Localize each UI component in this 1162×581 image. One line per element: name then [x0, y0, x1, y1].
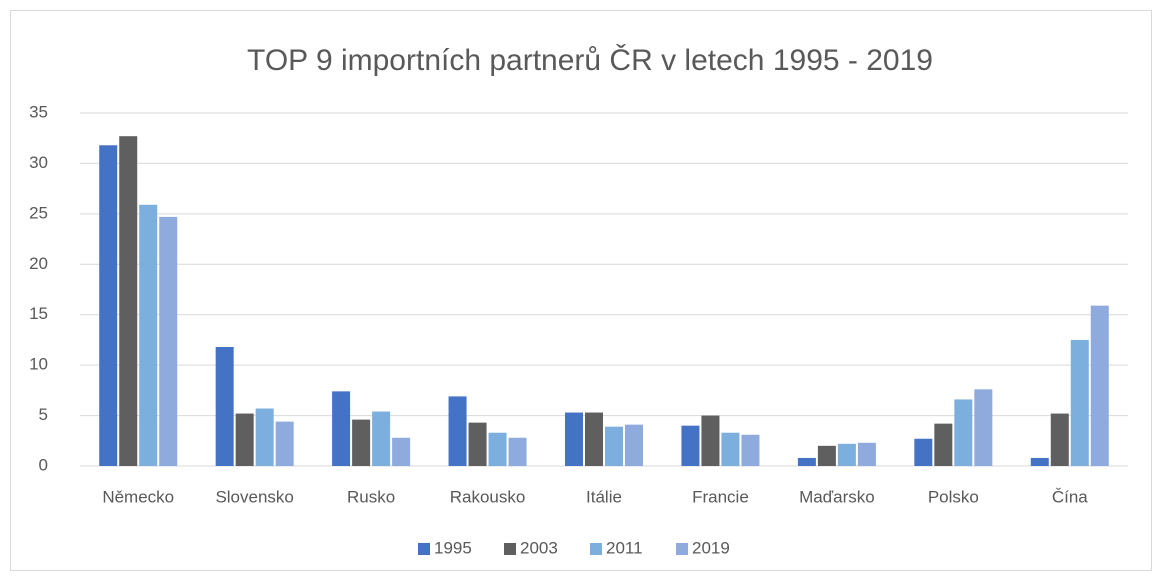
legend-swatch	[590, 543, 602, 555]
bar	[857, 442, 876, 466]
bar	[1090, 305, 1109, 466]
legend-swatch	[676, 543, 688, 555]
bar	[392, 437, 411, 466]
bar	[585, 412, 603, 466]
bar	[954, 399, 973, 466]
bar	[1030, 457, 1049, 466]
legend-label: 2019	[692, 538, 730, 557]
y-tick-label: 5	[39, 405, 48, 424]
y-tick-label: 35	[29, 102, 48, 121]
bar	[255, 408, 274, 466]
bar	[235, 413, 254, 466]
bar	[1050, 413, 1069, 466]
y-tick-label: 30	[29, 153, 48, 172]
bar	[488, 432, 507, 466]
x-tick-label: Německo	[102, 487, 174, 506]
bar	[701, 415, 720, 466]
y-tick-label: 0	[39, 455, 48, 474]
chart-border	[10, 10, 1152, 571]
bar	[352, 419, 371, 466]
bar	[625, 424, 643, 466]
bar	[99, 145, 118, 466]
legend-swatch	[418, 543, 430, 555]
x-tick-label: Itálie	[586, 487, 622, 506]
bar	[372, 411, 391, 466]
bar	[508, 437, 527, 466]
bar	[332, 391, 351, 466]
bar	[215, 346, 234, 466]
bar	[741, 434, 760, 466]
bar	[565, 412, 583, 466]
bar	[817, 445, 836, 466]
x-tick-label: Polsko	[928, 487, 979, 506]
x-tick-label: Maďarsko	[799, 487, 875, 506]
x-tick-label: Rakousko	[450, 487, 526, 506]
legend-label: 2003	[520, 538, 558, 557]
bar	[797, 457, 816, 466]
bar	[605, 426, 623, 466]
bar	[468, 422, 487, 466]
chart-title: TOP 9 importních partnerů ČR v letech 19…	[247, 43, 933, 77]
y-tick-label: 25	[29, 203, 48, 222]
x-tick-label: Čína	[1052, 487, 1088, 506]
y-tick-label: 20	[29, 254, 48, 273]
y-tick-label: 15	[29, 304, 48, 323]
bar	[1070, 339, 1089, 466]
bar	[448, 396, 467, 466]
bar	[974, 389, 993, 466]
bar	[837, 443, 856, 466]
x-tick-label: Francie	[692, 487, 749, 506]
bar	[914, 438, 933, 466]
bar	[139, 204, 158, 466]
bar	[275, 421, 294, 466]
bar	[721, 432, 740, 466]
legend-swatch	[504, 543, 516, 555]
legend-label: 2011	[606, 538, 643, 557]
y-tick-label: 10	[29, 355, 48, 374]
bar	[159, 216, 178, 466]
legend-label: 1995	[434, 538, 472, 557]
bar	[119, 136, 138, 466]
x-tick-label: Rusko	[347, 487, 395, 506]
bar	[934, 423, 953, 466]
bar	[681, 425, 700, 466]
x-tick-label: Slovensko	[215, 487, 293, 506]
